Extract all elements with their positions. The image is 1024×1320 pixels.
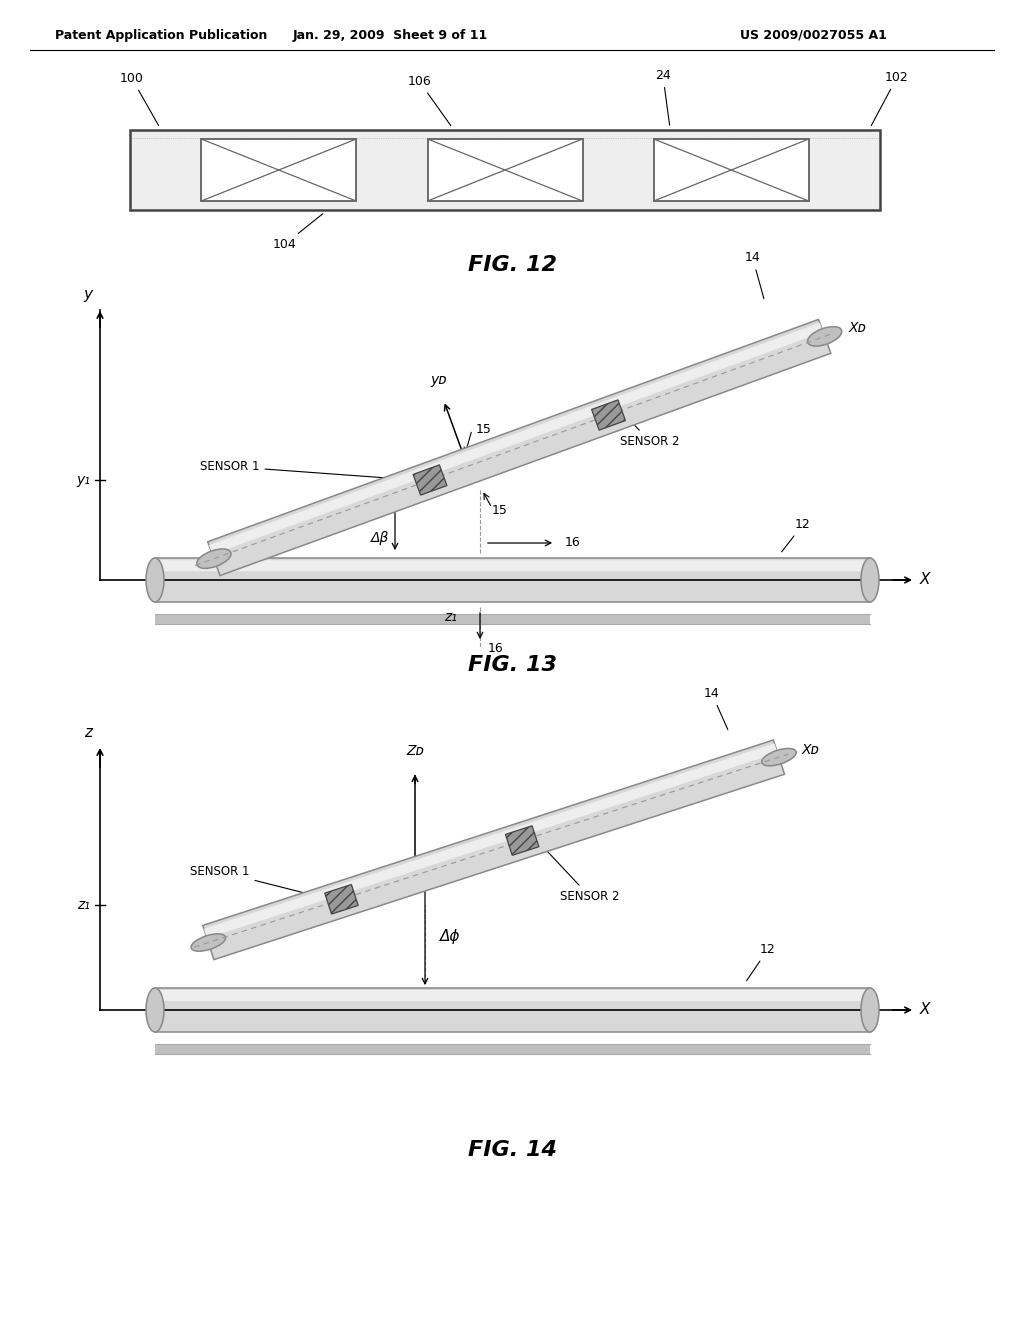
Text: FIG. 12: FIG. 12: [468, 255, 556, 275]
Text: 106: 106: [408, 75, 451, 125]
Bar: [155, 990, 870, 1001]
Text: z: z: [84, 725, 92, 741]
Ellipse shape: [146, 987, 164, 1032]
Text: y₁: y₁: [76, 473, 90, 487]
Polygon shape: [506, 826, 539, 855]
Text: y: y: [83, 286, 92, 302]
Text: 100: 100: [120, 73, 159, 125]
Text: 102: 102: [871, 71, 908, 125]
Text: SENSOR 2: SENSOR 2: [540, 843, 620, 903]
Text: 24: 24: [655, 69, 671, 125]
Text: Zᴅ: Zᴅ: [407, 744, 424, 759]
Ellipse shape: [861, 987, 879, 1032]
Polygon shape: [203, 741, 784, 960]
Bar: [130, 129, 880, 210]
Polygon shape: [204, 743, 777, 939]
Ellipse shape: [861, 558, 879, 602]
Text: FIG. 13: FIG. 13: [468, 655, 556, 675]
Text: Patent Application Publication: Patent Application Publication: [55, 29, 267, 41]
Text: z₁: z₁: [77, 898, 90, 912]
Text: Δϕ: Δϕ: [440, 929, 461, 944]
Polygon shape: [413, 465, 446, 495]
FancyBboxPatch shape: [155, 560, 870, 572]
FancyBboxPatch shape: [155, 558, 870, 602]
Text: 15: 15: [476, 422, 492, 436]
Text: SENSOR 1: SENSOR 1: [200, 459, 411, 482]
Text: 16: 16: [488, 642, 504, 655]
Text: 16: 16: [565, 536, 581, 549]
Polygon shape: [209, 323, 823, 554]
Bar: [427, 139, 583, 201]
Ellipse shape: [808, 326, 842, 346]
Ellipse shape: [191, 933, 225, 952]
Bar: [202, 139, 356, 201]
Text: X: X: [920, 1002, 931, 1018]
Text: Δβ: Δβ: [371, 531, 389, 545]
Text: 14: 14: [703, 688, 728, 730]
Text: 12: 12: [781, 517, 811, 552]
Ellipse shape: [146, 558, 164, 602]
Bar: [155, 1044, 870, 1053]
Bar: [155, 987, 870, 1032]
Text: yᴅ: yᴅ: [430, 372, 446, 387]
Text: Jan. 29, 2009  Sheet 9 of 11: Jan. 29, 2009 Sheet 9 of 11: [293, 29, 487, 41]
Text: 14: 14: [744, 251, 764, 298]
Text: Xᴅ: Xᴅ: [802, 743, 819, 756]
Polygon shape: [208, 319, 830, 576]
Text: 12: 12: [746, 942, 776, 981]
Text: SENSOR 1: SENSOR 1: [190, 865, 326, 899]
Text: Xᴅ: Xᴅ: [848, 321, 866, 335]
Polygon shape: [592, 400, 626, 430]
Text: 15: 15: [492, 503, 508, 516]
Ellipse shape: [762, 748, 797, 766]
Text: SENSOR 2: SENSOR 2: [620, 413, 680, 447]
Text: X: X: [920, 573, 931, 587]
Text: US 2009/0027055 A1: US 2009/0027055 A1: [740, 29, 887, 41]
Ellipse shape: [197, 549, 231, 569]
Bar: [653, 139, 809, 201]
Bar: [155, 614, 870, 624]
Text: z₁: z₁: [443, 610, 457, 624]
Polygon shape: [325, 884, 358, 913]
Text: 104: 104: [272, 214, 323, 251]
Text: FIG. 14: FIG. 14: [468, 1140, 556, 1160]
